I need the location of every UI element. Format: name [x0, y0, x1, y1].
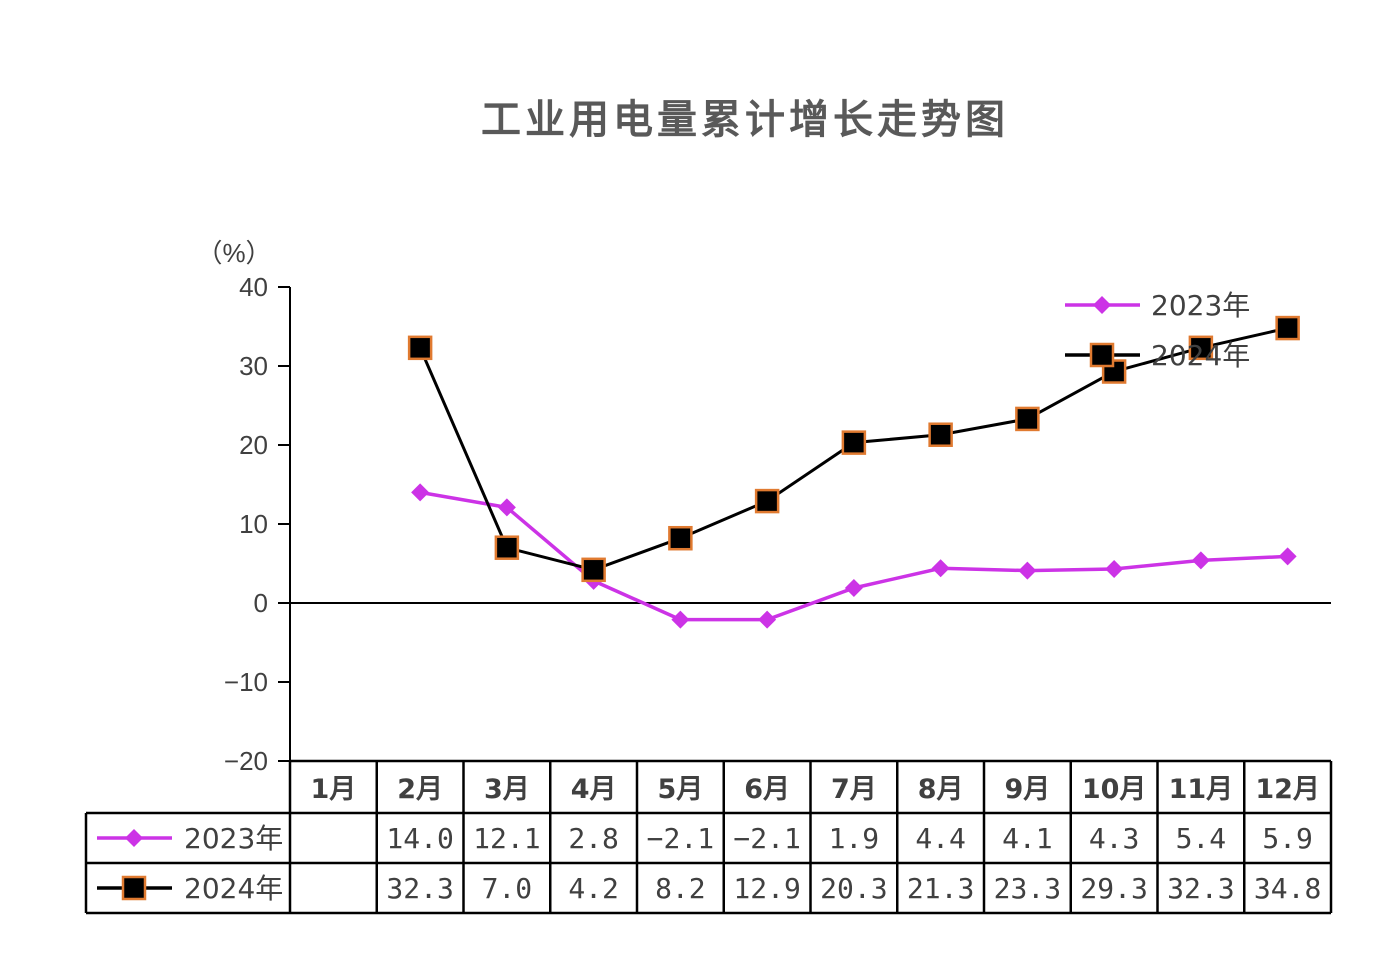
- data-point: [497, 498, 516, 517]
- x-tick-label: 4月: [571, 774, 617, 805]
- data-point: [668, 525, 693, 551]
- data-label: 4.4: [915, 822, 966, 855]
- data-point: [671, 610, 690, 629]
- data-label: 4.1: [1002, 822, 1053, 855]
- data-point: [1018, 561, 1037, 580]
- legend-label: 2024年: [1151, 339, 1250, 372]
- table-legend-marker: [125, 829, 143, 847]
- x-tick-label: 2月: [397, 774, 443, 805]
- data-label: 5.4: [1176, 822, 1227, 855]
- data-label: 8.2: [655, 872, 706, 905]
- y-tick-label: 30: [239, 351, 268, 381]
- y-tick-label: 10: [239, 509, 268, 539]
- data-label: 12.1: [473, 822, 540, 855]
- data-label: 29.3: [1080, 872, 1147, 905]
- data-point: [1105, 560, 1124, 579]
- data-label: 4.2: [568, 872, 619, 905]
- x-tick-label: 12月: [1255, 774, 1320, 805]
- data-point: [758, 610, 777, 629]
- chart-title: 工业用电量累计增长走势图: [481, 97, 1009, 143]
- data-label: 14.0: [386, 822, 453, 855]
- table-series-label: 2023年: [184, 822, 283, 855]
- x-tick-label: 10月: [1082, 774, 1147, 805]
- y-tick-label: 20: [239, 430, 268, 460]
- legend-marker: [1093, 296, 1111, 314]
- data-point: [931, 559, 950, 578]
- data-label: 23.3: [994, 872, 1061, 905]
- table-legend-marker: [121, 875, 147, 901]
- x-tick-label: 11月: [1169, 774, 1234, 805]
- data-label: −2.1: [733, 822, 800, 855]
- x-tick-label: 5月: [657, 774, 703, 805]
- data-point: [411, 483, 430, 502]
- data-label: 7.0: [482, 872, 533, 905]
- y-axis-unit: （%）: [196, 238, 271, 268]
- data-label: 5.9: [1262, 822, 1313, 855]
- data-point: [844, 578, 863, 597]
- data-label: 4.3: [1089, 822, 1140, 855]
- plot-area: 40 30 20 10 0 −10 −20 1月 2月 3月 4月 5月 6月 7月 8月 9月 10月 11月 1…: [84, 272, 1333, 915]
- x-tick-label: 3月: [484, 774, 530, 805]
- data-label: 2.8: [568, 822, 619, 855]
- data-point: [407, 335, 433, 361]
- data-point: [1275, 315, 1300, 341]
- data-point: [1015, 406, 1040, 432]
- data-point: [494, 535, 520, 560]
- table-series-label: 2024年: [184, 872, 283, 905]
- series-line-2023年: [419, 490, 1288, 622]
- data-point: [581, 557, 606, 583]
- y-tick-label: −10: [224, 667, 268, 697]
- legend-marker: [1089, 342, 1115, 368]
- legend-label: 2023年: [1151, 289, 1250, 322]
- x-tick-label: 7月: [831, 774, 877, 805]
- x-tick-label: 9月: [1004, 774, 1050, 805]
- x-tick-label: 6月: [744, 774, 790, 805]
- data-label: −2.1: [647, 822, 714, 855]
- y-tick-label: 40: [239, 272, 268, 302]
- data-point: [1191, 551, 1210, 570]
- data-label: 32.3: [1167, 872, 1234, 905]
- data-label: 20.3: [820, 872, 887, 905]
- data-point: [928, 422, 953, 447]
- data-point: [841, 430, 867, 455]
- data-label: 12.9: [733, 872, 800, 905]
- data-label: 21.3: [907, 872, 974, 905]
- data-point: [754, 488, 780, 514]
- data-point: [1278, 547, 1297, 566]
- x-tick-label: 1月: [310, 774, 356, 805]
- data-label: 1.9: [829, 822, 880, 855]
- data-label: 34.8: [1254, 872, 1321, 905]
- y-tick-label: −20: [224, 746, 268, 776]
- data-point: [1188, 335, 1214, 361]
- data-label: 32.3: [386, 872, 453, 905]
- y-tick-label: 0: [254, 588, 268, 618]
- x-tick-label: 8月: [918, 774, 964, 805]
